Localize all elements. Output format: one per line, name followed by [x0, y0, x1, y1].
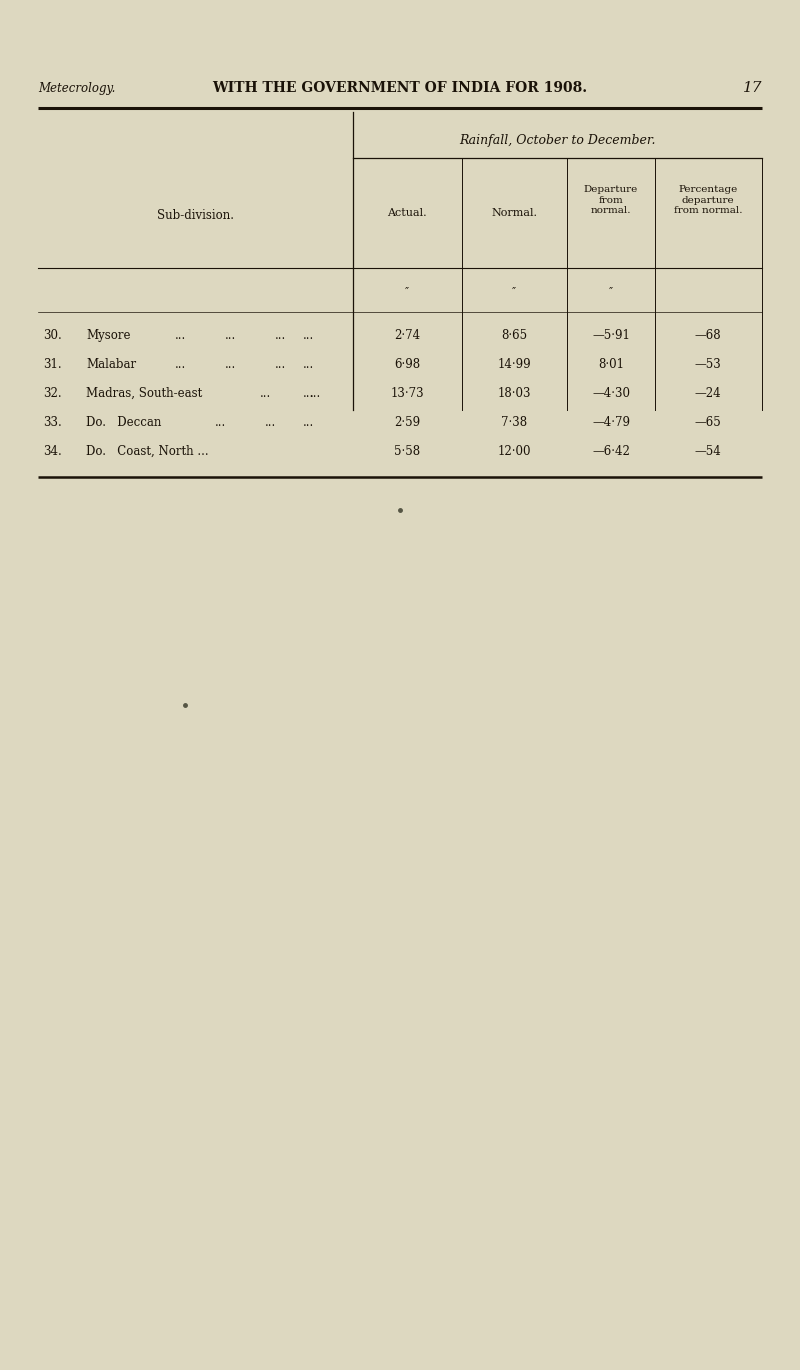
- Text: ...: ...: [175, 358, 186, 370]
- Text: WITH THE GOVERNMENT OF INDIA FOR 1908.: WITH THE GOVERNMENT OF INDIA FOR 1908.: [213, 81, 587, 95]
- Text: Do.   Deccan: Do. Deccan: [86, 415, 162, 429]
- Text: Departure
from
normal.: Departure from normal.: [584, 185, 638, 215]
- Text: Malabar: Malabar: [86, 358, 136, 370]
- Text: ...: ...: [303, 415, 314, 429]
- Text: ...: ...: [260, 386, 271, 400]
- Text: ...: ...: [225, 358, 236, 370]
- Text: 2·59: 2·59: [394, 415, 420, 429]
- Text: 18·03: 18·03: [498, 386, 530, 400]
- Text: 33.: 33.: [43, 415, 62, 429]
- Text: 17: 17: [742, 81, 762, 95]
- Text: 32.: 32.: [43, 386, 62, 400]
- Text: —6·42: —6·42: [592, 444, 630, 458]
- Text: Madras, South-east: Madras, South-east: [86, 386, 202, 400]
- Text: Sub-division.: Sub-division.: [157, 208, 234, 222]
- Text: 31.: 31.: [43, 358, 62, 370]
- Text: ...: ...: [265, 415, 276, 429]
- Text: ...: ...: [303, 329, 314, 341]
- Text: ″: ″: [512, 286, 516, 297]
- Text: —24: —24: [694, 386, 722, 400]
- Text: ...: ...: [175, 329, 186, 341]
- Text: Percentage
departure
from normal.: Percentage departure from normal.: [674, 185, 742, 215]
- Text: ...: ...: [310, 386, 322, 400]
- Text: 30.: 30.: [43, 329, 62, 341]
- Text: ″: ″: [609, 286, 613, 297]
- Text: —4·30: —4·30: [592, 386, 630, 400]
- Text: —5·91: —5·91: [592, 329, 630, 341]
- Text: 12·00: 12·00: [498, 444, 530, 458]
- Text: ...: ...: [275, 329, 286, 341]
- Text: Normal.: Normal.: [491, 208, 537, 218]
- Text: —65: —65: [694, 415, 722, 429]
- Text: 8·01: 8·01: [598, 358, 624, 370]
- Text: 8·65: 8·65: [501, 329, 527, 341]
- Text: 7·38: 7·38: [501, 415, 527, 429]
- Text: 14·99: 14·99: [497, 358, 531, 370]
- Text: 34.: 34.: [43, 444, 62, 458]
- Text: ...: ...: [303, 386, 314, 400]
- Text: ...: ...: [225, 329, 236, 341]
- Text: Metecrology.: Metecrology.: [38, 81, 115, 95]
- Text: —4·79: —4·79: [592, 415, 630, 429]
- Text: Rainfall, October to December.: Rainfall, October to December.: [458, 133, 655, 147]
- Text: 5·58: 5·58: [394, 444, 420, 458]
- Text: 2·74: 2·74: [394, 329, 420, 341]
- Text: —68: —68: [694, 329, 722, 341]
- Text: ...: ...: [303, 358, 314, 370]
- Text: Mysore: Mysore: [86, 329, 130, 341]
- Text: Actual.: Actual.: [387, 208, 427, 218]
- Text: —53: —53: [694, 358, 722, 370]
- Text: 13·73: 13·73: [390, 386, 424, 400]
- Text: ″: ″: [405, 286, 409, 297]
- Text: —54: —54: [694, 444, 722, 458]
- Text: ...: ...: [215, 415, 226, 429]
- Text: Do.   Coast, North ...: Do. Coast, North ...: [86, 444, 209, 458]
- Text: 6·98: 6·98: [394, 358, 420, 370]
- Text: ...: ...: [275, 358, 286, 370]
